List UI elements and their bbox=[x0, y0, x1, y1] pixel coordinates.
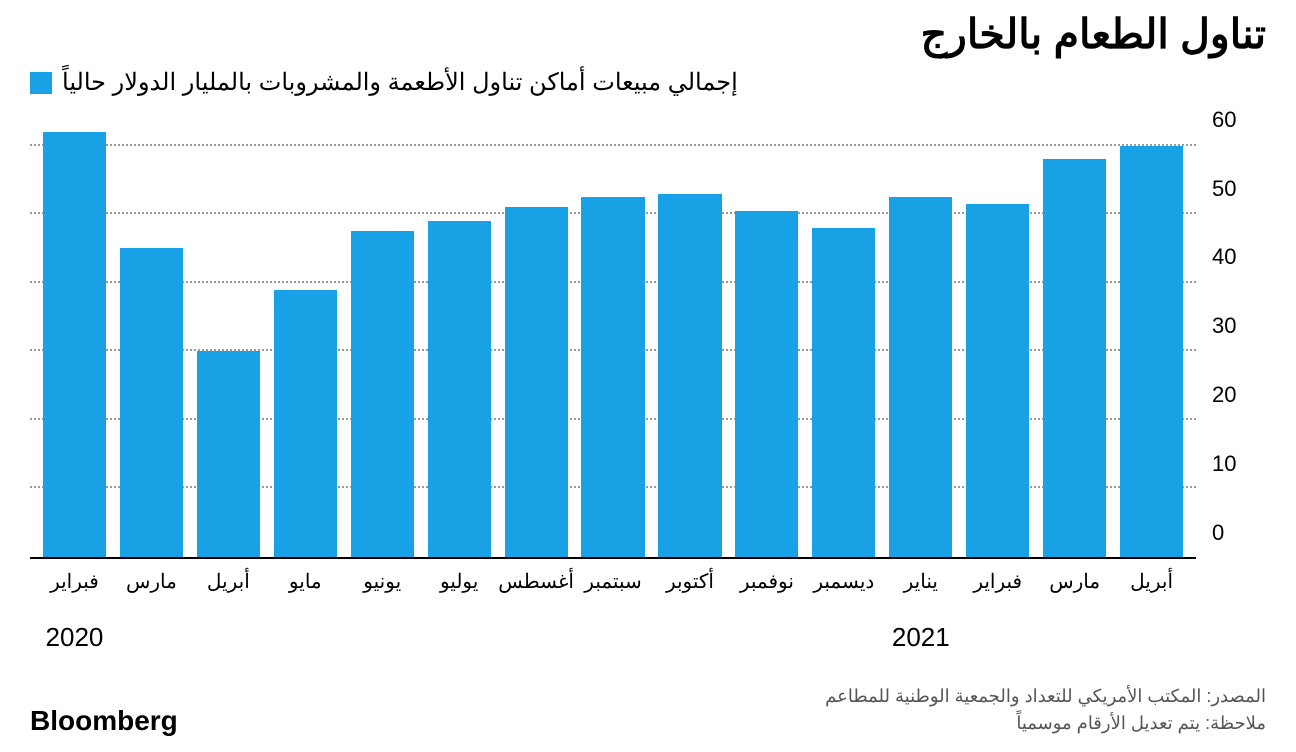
year-label bbox=[421, 622, 498, 653]
x-tick: أكتوبر bbox=[652, 569, 729, 594]
bar-slot bbox=[421, 125, 498, 557]
year-label bbox=[728, 622, 805, 653]
x-tick: ديسمبر bbox=[805, 569, 882, 594]
x-tick: مارس bbox=[113, 569, 190, 594]
bar-slot bbox=[344, 125, 421, 557]
y-tick: 10 bbox=[1212, 451, 1236, 477]
bar bbox=[43, 132, 106, 557]
year-label bbox=[113, 622, 190, 653]
year-row: 2020 2021 bbox=[30, 622, 1196, 653]
y-axis: 0102030405060 bbox=[1206, 125, 1266, 559]
brand-logo: Bloomberg bbox=[30, 705, 178, 737]
bar bbox=[812, 228, 875, 557]
bar bbox=[197, 351, 260, 557]
footer: Bloomberg المصدر: المكتب الأمريكي للتعدا… bbox=[30, 683, 1266, 737]
bar-slot bbox=[652, 125, 729, 557]
x-tick: سبتمبر bbox=[575, 569, 652, 594]
x-tick: أغسطس bbox=[498, 569, 575, 594]
bar bbox=[351, 231, 414, 557]
bar-slot bbox=[190, 125, 267, 557]
chart-title: تناول الطعام بالخارج bbox=[30, 10, 1266, 58]
bar bbox=[274, 290, 337, 557]
y-tick: 50 bbox=[1212, 176, 1236, 202]
year-label bbox=[575, 622, 652, 653]
bar bbox=[428, 221, 491, 557]
year-label bbox=[498, 622, 575, 653]
x-tick: مارس bbox=[1036, 569, 1113, 594]
legend-label: إجمالي مبيعات أماكن تناول الأطعمة والمشر… bbox=[62, 68, 738, 97]
y-tick: 30 bbox=[1212, 313, 1236, 339]
y-tick: 20 bbox=[1212, 382, 1236, 408]
bars bbox=[30, 125, 1196, 557]
x-tick: يونيو bbox=[344, 569, 421, 594]
note-line: ملاحظة: يتم تعديل الأرقام موسمياً bbox=[825, 710, 1266, 737]
year-label bbox=[652, 622, 729, 653]
bar bbox=[581, 197, 644, 557]
bar bbox=[1043, 159, 1106, 557]
bar-slot bbox=[1036, 125, 1113, 557]
chart: 0102030405060 bbox=[30, 125, 1266, 559]
bar-slot bbox=[959, 125, 1036, 557]
y-tick: 0 bbox=[1212, 520, 1224, 546]
y-tick: 60 bbox=[1212, 107, 1236, 133]
bar bbox=[658, 194, 721, 557]
x-tick: يناير bbox=[882, 569, 959, 594]
bar-slot bbox=[805, 125, 882, 557]
year-label bbox=[267, 622, 344, 653]
footer-notes: المصدر: المكتب الأمريكي للتعداد والجمعية… bbox=[825, 683, 1266, 737]
year-label: 2020 bbox=[36, 622, 113, 653]
legend-swatch bbox=[30, 72, 52, 94]
year-label bbox=[805, 622, 882, 653]
bar-slot bbox=[113, 125, 190, 557]
x-tick: فبراير bbox=[959, 569, 1036, 594]
bar bbox=[889, 197, 952, 557]
bar-slot bbox=[36, 125, 113, 557]
bar bbox=[735, 211, 798, 557]
year-label bbox=[1113, 622, 1190, 653]
bar bbox=[505, 207, 568, 557]
year-label bbox=[190, 622, 267, 653]
plot-area bbox=[30, 125, 1196, 559]
x-tick: مايو bbox=[267, 569, 344, 594]
year-label bbox=[959, 622, 1036, 653]
bar-slot bbox=[882, 125, 959, 557]
bar-slot bbox=[575, 125, 652, 557]
bar-slot bbox=[1113, 125, 1190, 557]
year-label: 2021 bbox=[882, 622, 959, 653]
x-tick: أبريل bbox=[1113, 569, 1190, 594]
bar-slot bbox=[728, 125, 805, 557]
year-label bbox=[1036, 622, 1113, 653]
x-axis: فبرايرمارسأبريلمايويونيويوليوأغسطسسبتمبر… bbox=[30, 569, 1196, 594]
bar bbox=[1120, 146, 1183, 557]
bar bbox=[120, 248, 183, 557]
bar-slot bbox=[498, 125, 575, 557]
bar bbox=[966, 204, 1029, 557]
y-tick: 40 bbox=[1212, 244, 1236, 270]
legend: إجمالي مبيعات أماكن تناول الأطعمة والمشر… bbox=[30, 68, 1266, 97]
x-tick: نوفمبر bbox=[728, 569, 805, 594]
source-line: المصدر: المكتب الأمريكي للتعداد والجمعية… bbox=[825, 683, 1266, 710]
bar-slot bbox=[267, 125, 344, 557]
year-label bbox=[344, 622, 421, 653]
x-tick: أبريل bbox=[190, 569, 267, 594]
x-tick: فبراير bbox=[36, 569, 113, 594]
x-tick: يوليو bbox=[421, 569, 498, 594]
